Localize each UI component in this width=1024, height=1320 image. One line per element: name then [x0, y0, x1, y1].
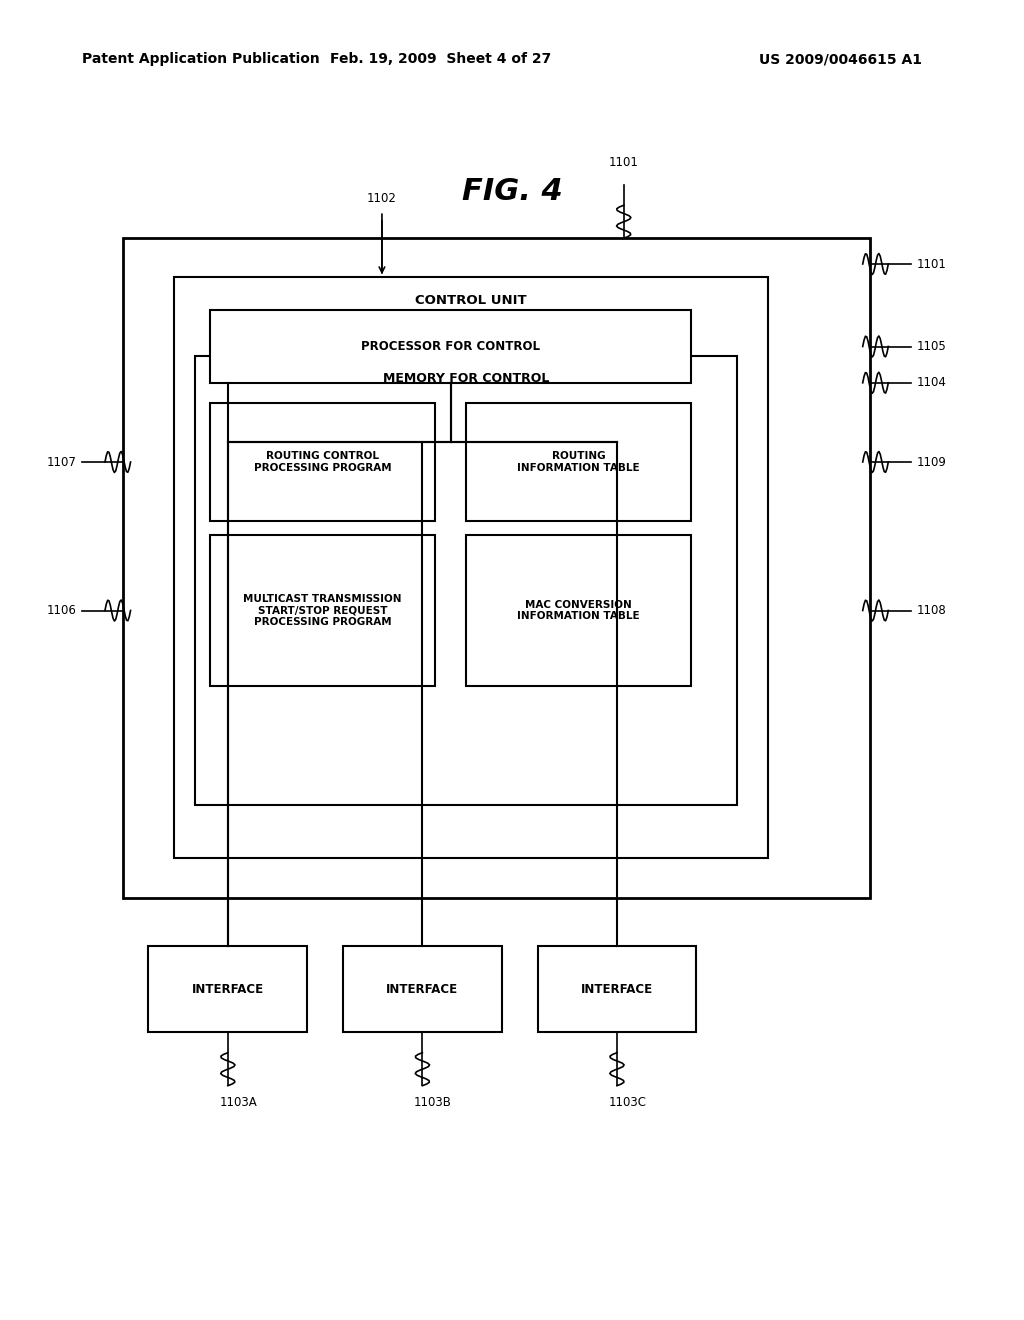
Text: 1109: 1109 [916, 455, 946, 469]
Text: US 2009/0046615 A1: US 2009/0046615 A1 [759, 53, 922, 66]
Text: MULTICAST TRANSMISSION
START/STOP REQUEST
PROCESSING PROGRAM: MULTICAST TRANSMISSION START/STOP REQUES… [244, 594, 401, 627]
Text: 1106: 1106 [47, 605, 77, 616]
Text: MAC CONVERSION
INFORMATION TABLE: MAC CONVERSION INFORMATION TABLE [517, 599, 640, 622]
Text: CONTROL UNIT: CONTROL UNIT [415, 294, 527, 308]
FancyBboxPatch shape [210, 310, 691, 383]
FancyBboxPatch shape [195, 356, 737, 805]
Text: INTERFACE: INTERFACE [191, 983, 264, 995]
Text: FIG. 4: FIG. 4 [462, 177, 562, 206]
Text: MEMORY FOR CONTROL: MEMORY FOR CONTROL [383, 372, 549, 385]
Text: 1108: 1108 [916, 605, 946, 616]
Text: ROUTING
INFORMATION TABLE: ROUTING INFORMATION TABLE [517, 451, 640, 473]
FancyBboxPatch shape [123, 238, 870, 898]
Text: INTERFACE: INTERFACE [386, 983, 459, 995]
Text: 1107: 1107 [47, 455, 77, 469]
FancyBboxPatch shape [210, 403, 435, 521]
Text: PROCESSOR FOR CONTROL: PROCESSOR FOR CONTROL [361, 341, 540, 352]
Text: INTERFACE: INTERFACE [581, 983, 653, 995]
Text: 1101: 1101 [916, 257, 946, 271]
Text: 1103C: 1103C [608, 1096, 646, 1109]
Text: Patent Application Publication: Patent Application Publication [82, 53, 319, 66]
FancyBboxPatch shape [343, 946, 502, 1032]
Text: Feb. 19, 2009  Sheet 4 of 27: Feb. 19, 2009 Sheet 4 of 27 [330, 53, 551, 66]
FancyBboxPatch shape [174, 277, 768, 858]
Text: 1105: 1105 [916, 341, 946, 352]
Text: 1101: 1101 [609, 156, 639, 169]
Text: 1102: 1102 [367, 191, 397, 205]
FancyBboxPatch shape [148, 946, 307, 1032]
Text: 1103B: 1103B [414, 1096, 452, 1109]
FancyBboxPatch shape [538, 946, 696, 1032]
FancyBboxPatch shape [466, 403, 691, 521]
Text: ROUTING CONTROL
PROCESSING PROGRAM: ROUTING CONTROL PROCESSING PROGRAM [254, 451, 391, 473]
FancyBboxPatch shape [466, 535, 691, 686]
Text: 1103A: 1103A [219, 1096, 257, 1109]
FancyBboxPatch shape [210, 535, 435, 686]
Text: 1104: 1104 [916, 376, 946, 389]
